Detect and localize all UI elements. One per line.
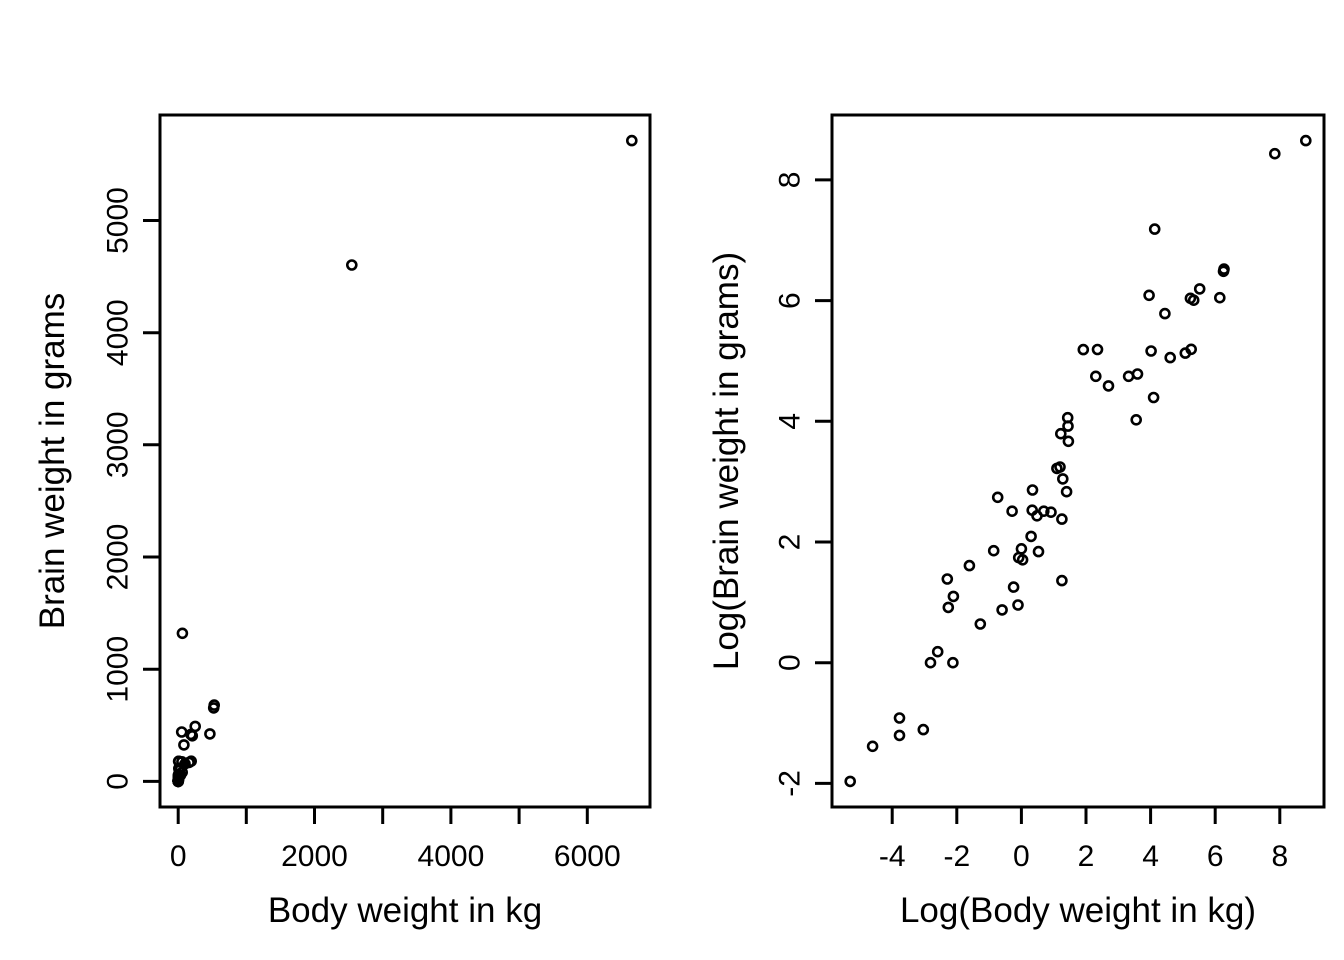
data-point [1015,542,1028,555]
data-point [1006,505,1018,518]
plot-box [158,113,652,809]
x-axis-tick-label: 0 [170,840,187,873]
data-point [1148,223,1161,235]
y-axis-tick-label: 0 [102,773,135,790]
data-point [1012,599,1024,611]
data-point [996,604,1008,616]
x-axis-tick-label: 2000 [281,840,348,873]
data-point [172,775,184,787]
data-point [941,573,954,585]
data-point [963,559,976,572]
data-point [1091,343,1104,356]
x-axis-tick-label: 0 [1013,840,1030,873]
data-point [1031,509,1043,522]
right-plot-x-axis-title: Log(Body weight in kg) [899,891,1257,930]
y-axis-tick-label: 2000 [102,524,135,591]
data-point [345,259,358,271]
y-axis-tick-label: 6 [774,292,807,309]
left-plot-y-axis-title: Brain weight in grams [33,292,72,630]
x-axis-tick-label: -2 [943,840,970,873]
data-point [1143,289,1155,302]
data-point [625,134,638,147]
data-point [1102,380,1115,392]
data-point [1214,291,1226,304]
data-point [924,656,937,669]
plot-box [830,113,1326,809]
data-point [1090,370,1102,383]
data-point [1218,263,1230,275]
data-point [1025,530,1037,543]
x-axis-tick-label: 4 [1142,840,1159,873]
y-axis-tick-label: -2 [774,770,807,797]
data-point [175,726,188,738]
data-point [176,627,189,640]
data-point [1062,435,1075,448]
data-point [1131,368,1144,380]
x-axis-tick-label: 8 [1271,840,1288,873]
data-point [931,645,944,658]
y-axis-tick-label: 0 [774,654,807,671]
data-point [1060,485,1073,498]
data-point [947,656,959,669]
x-axis-tick-label: 6000 [554,840,621,873]
data-point [1056,574,1068,587]
data-point [893,729,906,742]
data-point [1164,351,1176,364]
data-point [893,712,906,724]
y-axis-tick-label: 3000 [102,411,135,478]
data-point [947,590,960,603]
data-point [172,769,185,782]
data-point [1056,513,1068,525]
y-axis-tick-label: 8 [774,172,807,189]
data-point [987,544,1000,557]
data-point [1045,506,1057,519]
data-point [1159,307,1171,320]
data-point [1179,347,1192,359]
x-axis-tick-label: 4000 [418,840,485,873]
right-plot-y-axis-title: Log(Brain weight in grams) [707,251,746,671]
x-axis-tick-label: 2 [1078,840,1095,873]
left-plot-x-axis-title: Body weight in kg [267,891,543,930]
data-point [942,601,955,614]
data-point [1187,294,1200,307]
data-point [1057,473,1069,485]
data-point [204,728,216,740]
y-axis-tick-label: 4000 [102,299,135,366]
data-point [183,756,195,769]
data-point [1145,345,1157,357]
data-point [917,723,930,736]
data-point [208,699,220,711]
data-point [173,755,185,768]
data-point [1026,484,1039,496]
y-axis-tick-label: 4 [774,413,807,430]
y-axis-tick-label: 1000 [102,636,135,703]
data-point [1032,545,1045,558]
data-point [1122,370,1135,383]
data-point [1130,413,1142,426]
data-point [1300,134,1312,147]
data-point [844,775,857,788]
y-axis-tick-label: 5000 [102,187,135,254]
data-point [1007,581,1020,593]
data-point [1055,427,1067,440]
data-point [866,740,879,753]
y-axis-tick-label: 2 [774,534,807,551]
data-point [991,491,1004,504]
data-point [178,739,190,751]
data-point [1077,343,1090,356]
data-point [974,618,987,630]
data-point [189,720,201,733]
data-point [1147,391,1160,404]
data-point [1193,283,1206,295]
x-axis-tick-label: 6 [1207,840,1224,873]
x-axis-tick-label: -4 [879,840,906,873]
data-point [1269,147,1281,160]
data-point [1051,462,1063,475]
data-point [1062,420,1074,432]
